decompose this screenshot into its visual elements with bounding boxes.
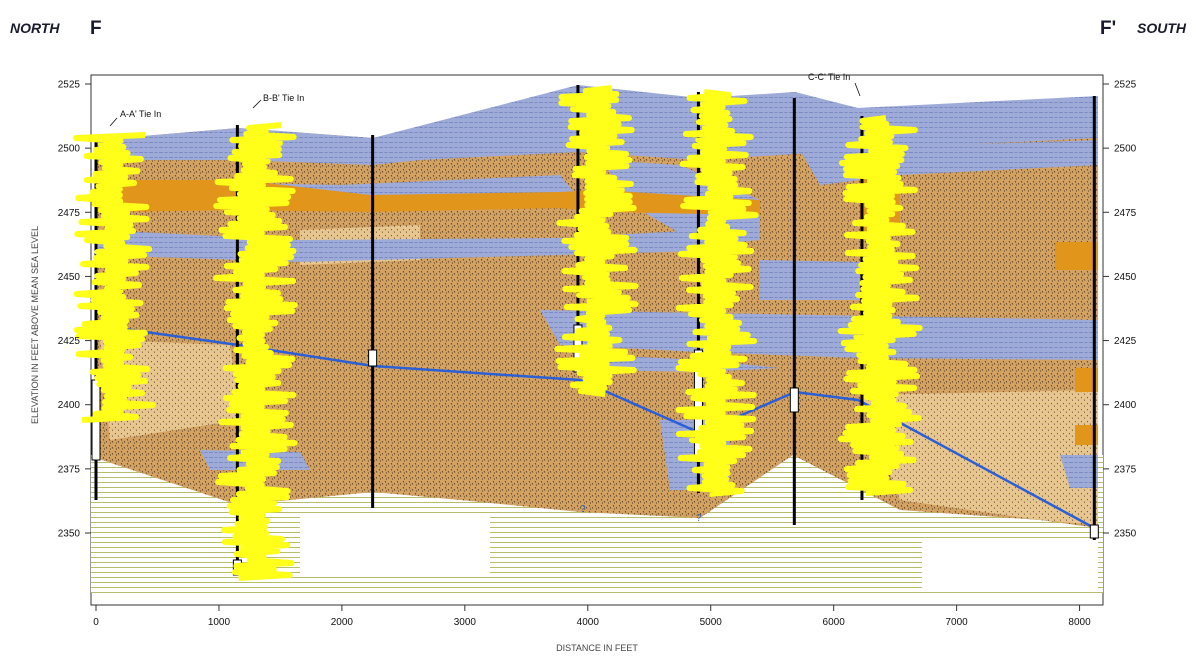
geophysical-log-trace [554,85,639,397]
tie-in-a-pointer [109,117,118,127]
x-tick-label: 6000 [823,617,846,628]
tie-in-a-label: A-A' Tie In [120,109,161,119]
y-tick-label-left: 2350 [58,529,81,540]
x-tick-label: 8000 [1068,617,1091,628]
gravel-bed [1075,425,1098,445]
y-tick-label-right: 2425 [1114,336,1137,347]
y-tick-label-right: 2525 [1114,80,1137,91]
y-axis-title: ELEVATION IN FEET ABOVE MEAN SEA LEVEL [30,226,40,424]
geophysical-log-trace [837,115,923,496]
geophysical-log-trace [73,132,156,423]
section-start-label: F [90,18,102,39]
clay-lens [760,260,860,300]
axes-group: 0 1000 2000 3000 4000 5000 6000 7000 8000 2525 252… [58,80,1137,629]
well-screen [368,349,378,367]
x-tick-label: 2000 [331,617,354,628]
geophysical-log-trace [213,122,298,581]
south-label: SOUTH [1137,20,1186,36]
y-tick-label-left: 2450 [58,272,81,283]
tie-in-c-pointer [854,82,861,97]
clay-lens [540,310,1098,360]
x-tick-label: 4000 [577,617,600,628]
x-axis-title: DISTANCE IN FEET [556,643,638,653]
x-tick-label: 5000 [700,617,723,628]
y-tick-label-right: 2450 [1114,272,1137,283]
clay-lens [1060,455,1098,488]
well-screen [1089,524,1099,539]
y-tick-label-left: 2425 [58,336,81,347]
y-tick-label-left: 2400 [58,400,81,411]
y-tick-label-left: 2500 [58,144,81,155]
y-tick-label-left: 2375 [58,464,81,475]
tie-in-b-label: B-B' Tie In [263,93,304,103]
section-end-label: F' [1100,18,1117,39]
y-tick-label-right: 2475 [1114,208,1137,219]
geophysical-log-trace [675,89,759,497]
blank-area [300,515,490,573]
tie-in-c-label: C-C' Tie In [808,72,850,82]
tie-in-b-pointer [252,99,262,109]
y-tick-label-right: 2350 [1114,529,1137,540]
blank-area [922,540,1098,592]
fine-sand-zone [860,390,1098,525]
x-tick-label: 0 [93,617,99,628]
x-tick-label: 1000 [208,617,231,628]
y-tick-label-left: 2475 [58,208,81,219]
x-tick-label: 3000 [454,617,477,628]
well-screen [789,387,799,413]
y-tick-label-right: 2500 [1114,144,1137,155]
uncertain-contact-mark: ? [696,513,702,524]
y-tick-label-right: 2400 [1114,400,1137,411]
gravel-bed [1075,368,1098,392]
y-tick-label-right: 2375 [1114,464,1137,475]
north-label: NORTH [10,20,60,36]
x-tick-label: 7000 [945,617,968,628]
uncertain-contact-mark: ? [580,504,586,515]
gravel-bed [1055,242,1098,270]
y-tick-label-left: 2525 [58,80,81,91]
